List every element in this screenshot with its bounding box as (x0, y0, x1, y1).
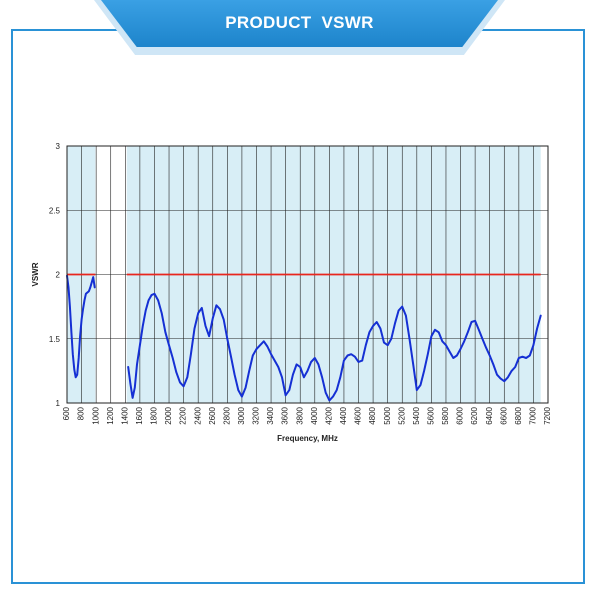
y-tick-label: 2.5 (49, 206, 61, 215)
vswr-series (66, 274, 542, 402)
y-tick-label: 1.5 (49, 335, 61, 344)
x-tick-label: 4200 (324, 406, 333, 424)
plot-axes (66, 145, 549, 404)
x-tick-label: 2800 (222, 406, 231, 424)
vswr-line-segment-2 (127, 292, 542, 402)
x-tick-label: 5000 (383, 406, 392, 424)
x-tick-label: 4000 (310, 406, 319, 424)
x-axis-ticks: 600 800 1000 1200 1400 1600 1800 2000 2200 2400 26… (62, 406, 552, 424)
x-tick-label: 5400 (412, 406, 421, 424)
x-tick-label: 1600 (135, 406, 144, 424)
x-tick-label: 1200 (106, 406, 115, 424)
vswr-line-segment-1 (66, 274, 96, 379)
x-tick-label: 3800 (295, 406, 304, 424)
x-tick-label: 1800 (150, 406, 159, 424)
x-axis-label: Frequency, MHz (277, 434, 338, 443)
x-tick-label: 7200 (543, 406, 552, 424)
x-tick-label: 4400 (339, 406, 348, 424)
plot-border (66, 145, 549, 404)
page-title: PRODUCT VSWR (225, 13, 374, 32)
x-tick-label: 2400 (193, 406, 202, 424)
x-tick-label: 3600 (281, 406, 290, 424)
x-tick-label: 6600 (499, 406, 508, 424)
x-tick-label: 2000 (164, 406, 173, 424)
x-tick-label: 4800 (368, 406, 377, 424)
x-tick-label: 6000 (456, 406, 465, 424)
header-banner (101, 0, 498, 47)
x-tick-label: 6400 (485, 406, 494, 424)
x-tick-label: 6800 (514, 406, 523, 424)
x-tick-label: 3400 (266, 406, 275, 424)
x-tick-label: 3000 (237, 406, 246, 424)
y-axis-label: VSWR (31, 262, 40, 286)
x-tick-label: 3200 (252, 406, 261, 424)
x-tick-label: 6200 (470, 406, 479, 424)
x-tick-label: 800 (77, 406, 86, 420)
y-tick-label: 1 (56, 399, 61, 408)
y-tick-label: 3 (56, 142, 61, 151)
y-axis-ticks: 1 1.5 2 2.5 3 (49, 142, 61, 408)
x-tick-label: 1400 (120, 406, 129, 424)
y-tick-label: 2 (56, 271, 61, 280)
x-tick-label: 5600 (427, 406, 436, 424)
x-tick-label: 2600 (208, 406, 217, 424)
x-tick-label: 7000 (529, 406, 538, 424)
x-tick-label: 5800 (441, 406, 450, 424)
x-tick-label: 4600 (354, 406, 363, 424)
x-tick-label: 5200 (397, 406, 406, 424)
x-tick-label: 600 (62, 406, 71, 420)
x-tick-label: 1000 (91, 406, 100, 424)
x-tick-label: 2200 (179, 406, 188, 424)
